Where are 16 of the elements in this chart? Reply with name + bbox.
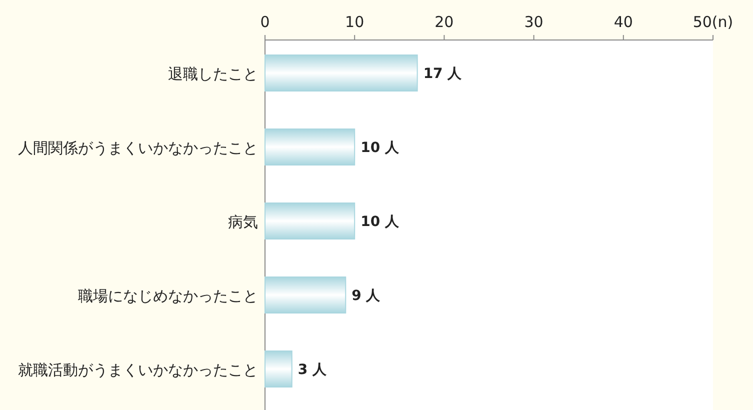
y-tick-label: 退職したこと (168, 65, 258, 83)
x-tick-label: 40 (614, 13, 633, 31)
y-tick-label: 職場になじめなかったこと (78, 287, 258, 305)
data-label: 17 人 (423, 66, 463, 82)
x-tick-label: 50(n) (692, 13, 734, 31)
y-tick-label: 人間関係がうまくいかなかったこと (18, 139, 258, 157)
x-tick-label: 30 (524, 13, 544, 31)
x-tick-label: 20 (434, 13, 454, 31)
data-label: 10 人 (360, 140, 400, 156)
data-label: 3 人 (298, 362, 328, 378)
data-label: 9 人 (352, 288, 382, 304)
x-tick-label: 0 (260, 13, 270, 31)
x-tick-label: 10 (345, 13, 364, 31)
data-label: 10 人 (360, 214, 400, 230)
y-tick-label: 病気 (228, 213, 258, 231)
y-tick-label: 就職活動がうまくいかなかったこと (18, 361, 258, 379)
